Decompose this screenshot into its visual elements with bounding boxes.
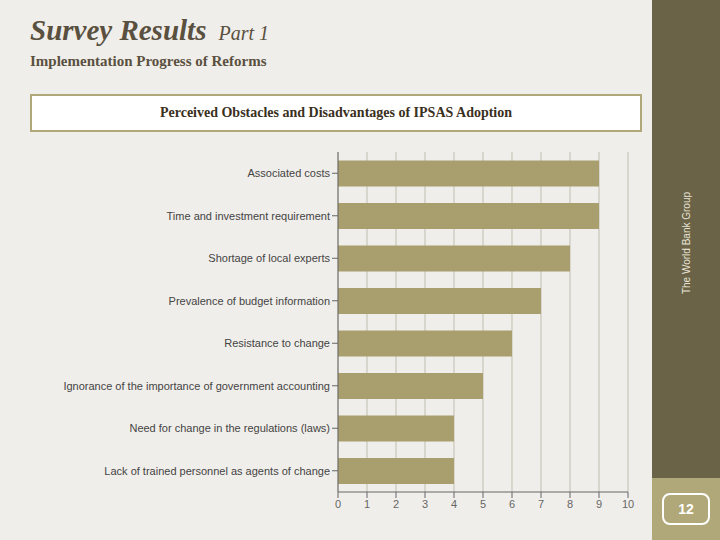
html-text:Implementation Progress of Ref: Implementation Progress of Reforms (30, 53, 267, 69)
html-text:Survey Results: Survey Results (30, 14, 207, 46)
svg-text:Time and investment requiremen: Time and investment requirement (167, 210, 330, 222)
svg-text:7: 7 (538, 498, 544, 510)
svg-text:Lack of trained personnel as a: Lack of trained personnel as agents of c… (104, 465, 330, 477)
svg-text:Resistance to change: Resistance to change (224, 337, 330, 349)
html-text:Perceived Obstacles and Disadv: Perceived Obstacles and Disadvantages of… (159, 105, 512, 120)
svg-text:10: 10 (622, 498, 634, 510)
svg-text:Prevalence of budget informati: Prevalence of budget information (169, 295, 330, 307)
html-text:The World Bank Group: The World Bank Group (680, 192, 692, 294)
svg-text:Ignorance of the importance of: Ignorance of the importance of governmen… (63, 380, 330, 392)
svg-text:Associated costs: Associated costs (247, 167, 330, 179)
svg-text:1: 1 (364, 498, 370, 510)
svg-text:Need for change in the regulat: Need for change in the regulations (laws… (129, 422, 330, 434)
svg-text:Shortage of local experts: Shortage of local experts (208, 252, 330, 264)
svg-text:8: 8 (567, 498, 573, 510)
svg-text:5: 5 (480, 498, 486, 510)
svg-text:2: 2 (393, 498, 399, 510)
html-text:Part 1: Part 1 (218, 22, 269, 44)
svg-text:9: 9 (596, 498, 602, 510)
svg-text:3: 3 (422, 498, 428, 510)
svg-text:0: 0 (335, 498, 341, 510)
svg-text:4: 4 (451, 498, 457, 510)
html-text:12: 12 (678, 501, 694, 517)
svg-text:6: 6 (509, 498, 515, 510)
